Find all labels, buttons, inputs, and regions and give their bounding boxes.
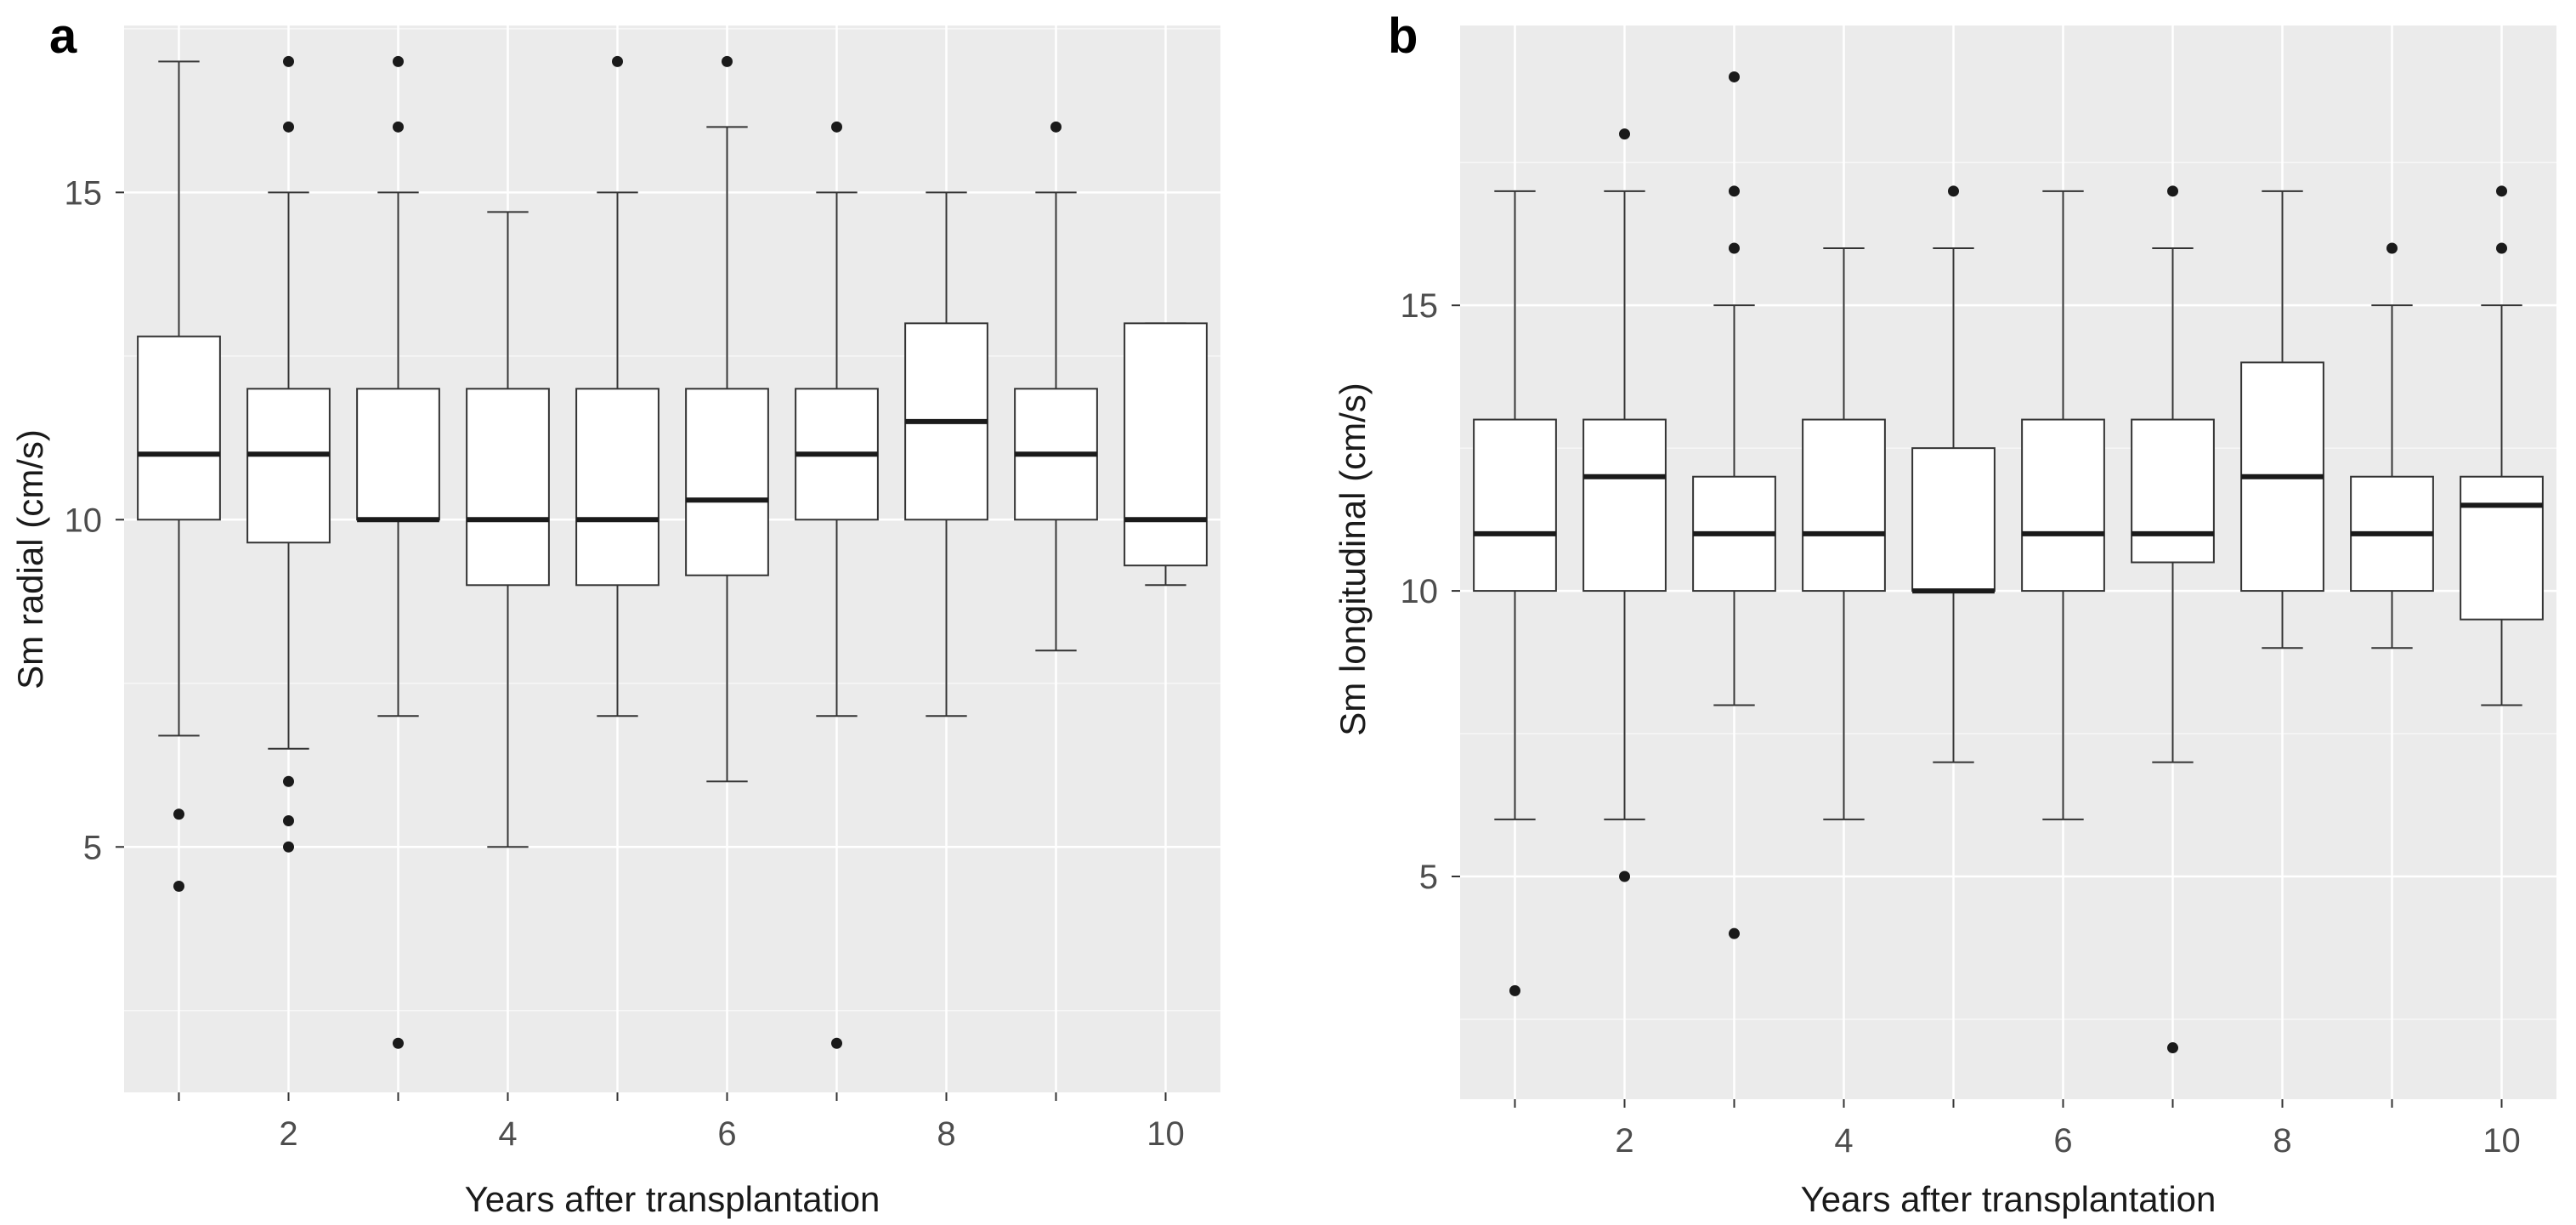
outlier-point xyxy=(1050,121,1062,133)
outlier-point xyxy=(2496,185,2507,197)
outlier-point xyxy=(283,775,294,787)
x-tick-label-b: 8 xyxy=(2273,1122,2291,1160)
box-year-7-b xyxy=(2131,185,2215,1054)
panel-label-a: a xyxy=(49,9,77,64)
y-tick-labels-a: 5 10 15 xyxy=(65,174,103,866)
box-iqr xyxy=(1582,418,1667,593)
outlier-point xyxy=(393,121,404,133)
y-tick-label-b: 5 xyxy=(1419,859,1438,896)
box-iqr xyxy=(575,388,660,587)
box-year-8-b xyxy=(2240,190,2324,649)
y-tick-label-a: 15 xyxy=(65,174,103,212)
outlier-point xyxy=(831,1037,842,1049)
y-tick-label-b: 10 xyxy=(1401,573,1439,610)
outlier-point xyxy=(393,55,404,67)
outlier-point xyxy=(2386,242,2398,254)
outlier-point xyxy=(722,55,733,67)
x-tick-label-a: 8 xyxy=(937,1115,955,1153)
box-year-1-a xyxy=(137,60,221,892)
box-iqr xyxy=(356,388,440,521)
x-tick-label-b: 10 xyxy=(2483,1122,2521,1160)
y-tick-label-a: 10 xyxy=(65,502,103,539)
x-tick-label-a: 10 xyxy=(1146,1115,1185,1153)
y-tick-labels-b: 5 10 15 xyxy=(1401,287,1439,896)
box-year-6-a xyxy=(685,55,769,783)
x-tick-labels-a: 2 4 6 8 10 xyxy=(279,1115,1184,1153)
y-tick-label-a: 5 xyxy=(83,829,102,866)
x-tick-label-a: 4 xyxy=(498,1115,517,1153)
box-iqr xyxy=(137,335,221,521)
box-year-5-b xyxy=(1911,185,1996,763)
box-iqr xyxy=(685,388,769,576)
box-iqr xyxy=(466,388,550,587)
box-year-2-b xyxy=(1582,128,1667,882)
outlier-point xyxy=(831,121,842,133)
panel-a: a 5 10 15 2 4 6 8 10 Years after transplantati… xyxy=(10,9,1220,1219)
axis-ticks-b xyxy=(1452,304,2503,1108)
outlier-point xyxy=(1948,185,1959,197)
outlier-point xyxy=(2167,185,2178,197)
x-tick-label-a: 6 xyxy=(717,1115,736,1153)
boxes-b xyxy=(1473,71,2544,1054)
box-year-9-b xyxy=(2350,242,2434,649)
outlier-point xyxy=(1729,185,1740,197)
box-year-4-a xyxy=(466,211,550,848)
box-year-8-a xyxy=(904,191,988,717)
box-year-10-a xyxy=(1124,322,1208,587)
outlier-point xyxy=(1619,128,1630,140)
box-year-7-a xyxy=(795,121,879,1049)
x-tick-label-b: 4 xyxy=(1834,1122,1853,1160)
outlier-point xyxy=(1619,871,1630,882)
box-iqr xyxy=(246,388,331,544)
plot-area-a xyxy=(124,26,1220,1092)
box-iqr xyxy=(1802,418,1886,593)
outlier-point xyxy=(283,814,294,826)
outlier-point xyxy=(1509,984,1520,996)
outlier-point xyxy=(283,55,294,67)
outlier-point xyxy=(283,121,294,133)
outlier-point xyxy=(1729,71,1740,82)
box-iqr xyxy=(2131,418,2215,564)
outlier-point xyxy=(283,841,294,853)
box-iqr xyxy=(1473,418,1557,593)
box-year-9-a xyxy=(1014,121,1098,652)
box-year-3-a xyxy=(356,55,440,1049)
outlier-point xyxy=(173,880,184,892)
panel-b: b 5 10 15 2 4 6 8 10 Years after transplantati… xyxy=(1333,9,2556,1219)
outlier-point xyxy=(2167,1042,2178,1054)
panel-label-b: b xyxy=(1388,9,1418,64)
box-year-6-b xyxy=(2021,190,2105,820)
outlier-point xyxy=(1729,927,1740,939)
box-year-3-b xyxy=(1692,71,1776,939)
box-year-2-a xyxy=(246,55,331,853)
outlier-point xyxy=(393,1037,404,1049)
box-iqr xyxy=(1124,322,1208,567)
x-axis-label-b: Years after transplantation xyxy=(1801,1179,2216,1219)
x-tick-label-b: 2 xyxy=(1615,1122,1633,1160)
x-axis-label-a: Years after transplantation xyxy=(465,1179,880,1219)
x-tick-labels-b: 2 4 6 8 10 xyxy=(1615,1122,2520,1160)
box-year-4-b xyxy=(1802,247,1886,820)
x-tick-label-b: 6 xyxy=(2053,1122,2072,1160)
y-tick-label-b: 15 xyxy=(1401,287,1439,325)
outlier-point xyxy=(612,55,623,67)
box-year-10-b xyxy=(2460,185,2544,706)
box-iqr xyxy=(2460,475,2544,621)
box-year-1-b xyxy=(1473,190,1557,996)
axis-ticks-a xyxy=(116,191,1167,1101)
box-year-5-a xyxy=(575,55,660,717)
y-axis-label-b: Sm longitudinal (cm/s) xyxy=(1333,383,1373,735)
boxes-a xyxy=(137,55,1208,1049)
outlier-point xyxy=(1729,242,1740,254)
box-iqr xyxy=(1911,447,1996,593)
outlier-point xyxy=(173,808,184,820)
x-tick-label-a: 2 xyxy=(279,1115,297,1153)
box-iqr xyxy=(2021,418,2105,593)
y-axis-label-a: Sm radial (cm/s) xyxy=(10,429,50,689)
outlier-point xyxy=(2496,242,2507,254)
